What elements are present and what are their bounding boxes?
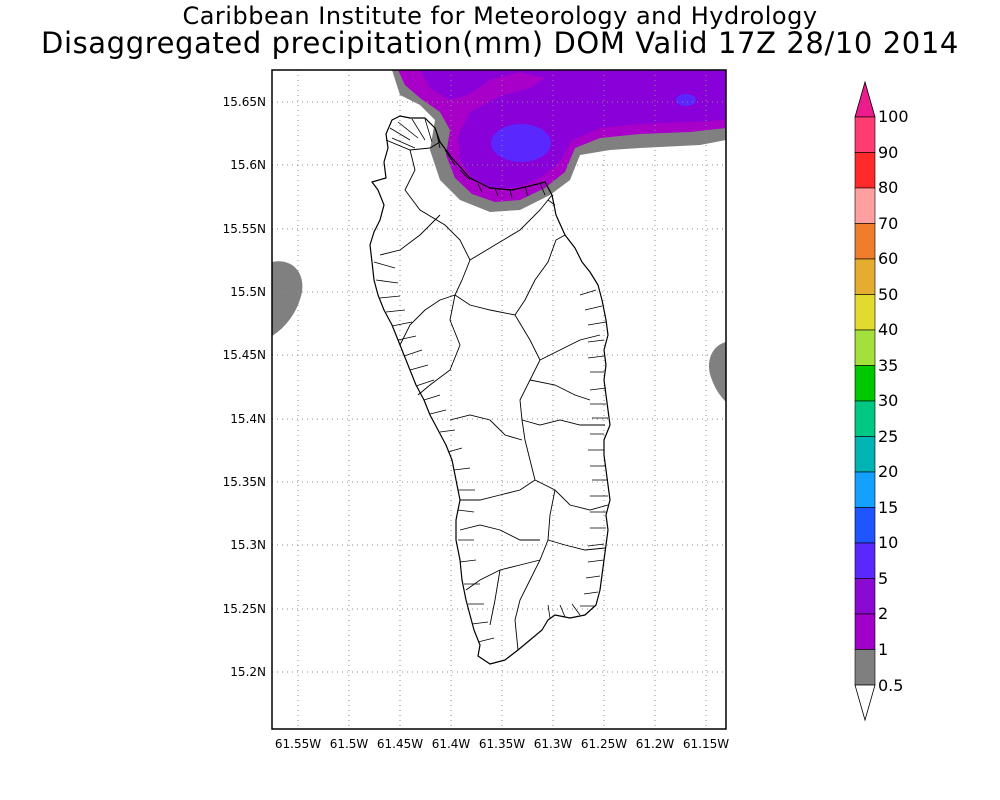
lon-tick-label: 61.4W	[431, 737, 471, 751]
colorbar-swatch	[854, 223, 876, 260]
colorbar-label: 5	[878, 569, 889, 588]
colorbar-label: 90	[878, 143, 899, 162]
precip-grey-west	[272, 261, 303, 336]
colorbar-label: 40	[878, 320, 899, 339]
colorbar-swatch	[854, 294, 876, 331]
lon-tick-label: 61.25W	[580, 737, 628, 751]
lon-tick-label: 61.35W	[478, 737, 526, 751]
colorbar-label: 2	[878, 604, 889, 623]
coastal-drainage	[373, 118, 608, 643]
chart-subtitle: Disaggregated precipitation(mm) DOM Vali…	[41, 26, 959, 60]
colorbar-label: 70	[878, 214, 899, 233]
lat-tick-label: 15.35N	[222, 475, 266, 489]
grid	[272, 70, 726, 729]
colorbar-swatch	[854, 258, 876, 295]
colorbar-swatch	[854, 471, 876, 508]
colorbar-label: 100	[878, 107, 909, 126]
lon-tick-label: 61.45W	[376, 737, 424, 751]
colorbar-swatch	[854, 649, 876, 686]
colorbar-swatch	[854, 116, 876, 153]
lon-tick-label: 61.15W	[682, 737, 730, 751]
precip-fields	[272, 70, 726, 402]
precip-blue-core	[491, 124, 551, 162]
colorbar-swatch	[854, 329, 876, 366]
precip-purple	[420, 70, 726, 188]
lat-tick-label: 15.6N	[230, 158, 266, 172]
colorbar-swatch	[854, 507, 876, 544]
colorbar-swatch	[854, 152, 876, 189]
colorbar-label: 15	[878, 498, 899, 517]
colorbar-label: 50	[878, 285, 899, 304]
colorbar-swatch	[854, 436, 876, 473]
colorbar	[854, 80, 876, 722]
colorbar-label: 20	[878, 462, 899, 481]
lat-tick-label: 15.25N	[222, 602, 266, 616]
colorbar-swatch	[854, 400, 876, 437]
colorbar-swatch	[854, 365, 876, 402]
colorbar-label: 60	[878, 249, 899, 268]
colorbar-label: 10	[878, 533, 899, 552]
precip-grey-east	[708, 342, 726, 402]
precip-blue-small	[676, 94, 696, 106]
lat-tick-label: 15.3N	[230, 538, 266, 552]
colorbar-swatch	[854, 542, 876, 579]
colorbar-label: 30	[878, 391, 899, 410]
watershed-lines	[379, 139, 609, 651]
plot-frame	[271, 69, 727, 730]
lon-tick-label: 61.2W	[635, 737, 675, 751]
colorbar-label: 35	[878, 356, 899, 375]
colorbar-label: 1	[878, 640, 889, 659]
chart-title: Caribbean Institute for Meteorology and …	[182, 2, 818, 30]
lon-tick-label: 61.5W	[329, 737, 369, 751]
colorbar-swatch	[854, 578, 876, 615]
lon-tick-label: 61.3W	[533, 737, 573, 751]
lat-tick-label: 15.45N	[222, 348, 266, 362]
lat-tick-label: 15.4N	[230, 412, 266, 426]
colorbar-label: 0.5	[878, 676, 904, 695]
colorbar-swatch	[854, 187, 876, 224]
colorbar-label: 80	[878, 178, 899, 197]
colorbar-label: 25	[878, 427, 899, 446]
lat-tick-label: 15.65N	[222, 95, 266, 109]
lat-tick-label: 15.55N	[222, 222, 266, 236]
colorbar-top-arrow	[854, 80, 876, 118]
lon-tick-label: 61.55W	[274, 737, 322, 751]
colorbar-swatch	[854, 613, 876, 650]
colorbar-bottom-arrow	[854, 684, 876, 722]
lat-tick-label: 15.5N	[230, 285, 266, 299]
lat-tick-label: 15.2N	[230, 665, 266, 679]
